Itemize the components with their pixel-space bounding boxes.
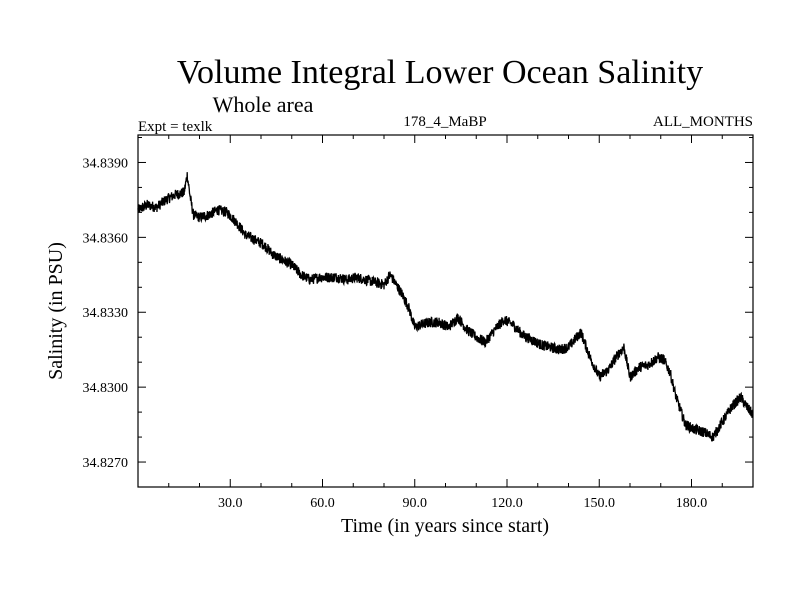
x-axis-label: Time (in years since start) [341,515,549,537]
plot-frame [137,134,754,488]
x-tick-label: 60.0 [310,496,335,511]
period-label: ALL_MONTHS [653,114,753,130]
y-tick-label: 34.8330 [83,306,129,321]
y-tick-label: 34.8390 [83,156,129,171]
x-axis-ticks: 30.0 60.0 90.0 120.0 150.0 180.0 [168,135,723,511]
chart-title: Volume Integral Lower Ocean Salinity [177,54,703,91]
x-tick-label: 120.0 [491,496,523,511]
experiment-label: Expt = texlk [138,119,213,135]
y-axis-label: Salinity (in PSU) [45,242,67,380]
y-axis-ticks: 34.8270 34.8300 34.8330 34.8360 34.8390 [83,136,753,471]
run-label: 178_4_MaBP [403,114,486,130]
x-tick-label: 30.0 [218,496,243,511]
y-tick-label: 34.8300 [83,381,129,396]
chart-subtitle: Whole area [213,92,314,117]
x-tick-label: 90.0 [403,496,428,511]
plot-series [137,172,754,442]
x-tick-label: 150.0 [584,496,616,511]
x-tick-label: 180.0 [676,496,708,511]
y-tick-label: 34.8360 [83,231,129,246]
series-line-salinity [137,172,754,442]
y-tick-label: 34.8270 [83,456,129,471]
